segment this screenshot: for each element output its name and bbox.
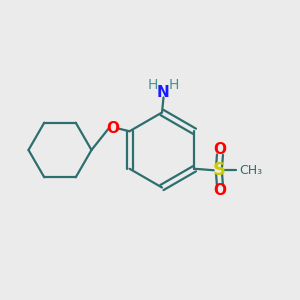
Text: O: O — [214, 183, 226, 198]
Text: N: N — [157, 85, 170, 100]
Text: O: O — [214, 142, 226, 157]
Text: H: H — [169, 78, 179, 92]
Text: CH₃: CH₃ — [239, 164, 262, 177]
Text: S: S — [213, 161, 226, 179]
Text: H: H — [148, 78, 158, 92]
Text: O: O — [106, 121, 119, 136]
